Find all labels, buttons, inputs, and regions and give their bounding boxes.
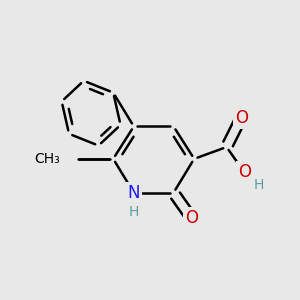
- Text: N: N: [128, 184, 140, 202]
- Text: CH₃: CH₃: [34, 152, 60, 166]
- Text: H: H: [254, 178, 264, 192]
- Text: O: O: [238, 163, 251, 181]
- Text: H: H: [129, 205, 139, 219]
- Text: N: N: [128, 184, 140, 202]
- Text: H: H: [129, 205, 139, 219]
- Text: O: O: [235, 109, 248, 127]
- Text: O: O: [185, 209, 198, 227]
